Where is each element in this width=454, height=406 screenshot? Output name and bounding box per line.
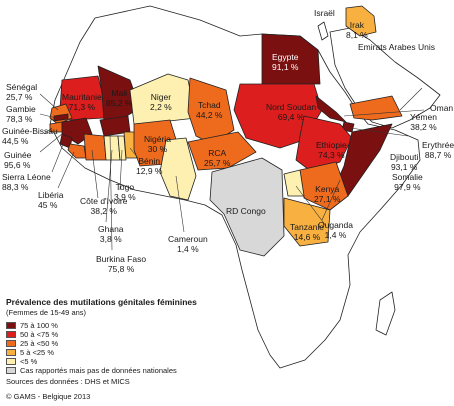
label-cotedivoire: Côte d'Ivoire 38,2 % [80, 196, 128, 216]
legend-swatch [6, 331, 16, 338]
legend-swatch [6, 349, 16, 356]
label-mauritanie: Mauritanie 71,3 % [62, 92, 102, 112]
legend-item: 25 à <50 % [6, 339, 256, 348]
country-nordsoudan [233, 83, 323, 149]
country-irak [345, 5, 377, 37]
label-ghana: Ghana 3,8 % [98, 224, 124, 244]
label-yemen: Yémen 38,2 % [410, 112, 437, 132]
legend-swatch [6, 322, 16, 329]
label-ouganda: Ouganda 1,4 % [318, 220, 353, 240]
country-erythree [315, 95, 347, 123]
legend-swatch [6, 367, 16, 374]
legend-swatch [6, 358, 16, 365]
country-ouganda [283, 169, 305, 197]
label-erythree: Erythrée 88,7 % [422, 140, 454, 160]
label-djibouti: Djibouti 93,1 % [390, 152, 419, 172]
legend-swatch [6, 340, 16, 347]
label-niger: Niger 2,2 % [150, 92, 172, 112]
label-tanzanie: Tanzanie 14,6 % [290, 222, 325, 242]
label-burkina: Burkina Faso 75,8 % [96, 254, 147, 274]
label-nordsoudan: Nord Soudan 69,4 % [266, 102, 317, 122]
credit: © GAMS - Belgique 2013 [6, 392, 91, 401]
legend-item: 5 à <25 % [6, 348, 256, 357]
madagascar [375, 291, 396, 336]
country-ghana [103, 135, 121, 161]
legend-sources: Sources des données : DHS et MICS [6, 377, 130, 386]
legend-subtitle: (Femmes de 15-49 ans) [6, 308, 87, 317]
label-egypte: Egypte 91,1 % [272, 52, 299, 72]
label-senegal: Sénégal 25,7 % [6, 82, 38, 102]
country-gambie [53, 113, 69, 122]
map-legend: Prévalence des mutilations génitales fém… [6, 297, 256, 387]
country-yemen [349, 95, 403, 121]
label-ethiopie: Ethiopie 74,3 % [316, 140, 347, 160]
label-tchad: Tchad 44,2 % [196, 100, 223, 120]
label-israel: Israël [314, 8, 335, 18]
country-cotedivoire [83, 133, 107, 161]
legend-item: 75 à 100 % [6, 321, 256, 330]
legend-item: 50 à <75 % [6, 330, 256, 339]
country-liberia [67, 143, 87, 159]
legend-item: <5 % [6, 357, 256, 366]
country-togo [117, 135, 127, 161]
label-sierraleone: Sierra Léone 88,3 % [2, 172, 51, 192]
label-mali: Mali 85,2 % [106, 88, 133, 108]
label-liberia: Libéria 45 % [38, 190, 64, 210]
label-rca: RCA 25,7 % [204, 148, 231, 168]
legend-title: Prévalence des mutilations génitales fém… [6, 297, 197, 307]
country-tanzanie [283, 197, 331, 247]
label-nigeria: Nigéria 30 % [144, 134, 171, 154]
label-guineebissau: Guinée-Bissau 44,5 % [2, 126, 58, 146]
label-rdcongo: RD Congo [226, 206, 266, 216]
label-kenya: Kenya 27,1 % [314, 184, 341, 204]
label-irak: Irak 8,1 % [346, 20, 368, 40]
label-oman: Oman [430, 103, 454, 113]
legend-item: Cas rapportés mais pas de données nation… [6, 366, 256, 375]
country-rdcongo [209, 157, 285, 257]
label-emirats: Emirats Arabes Unis [358, 42, 435, 52]
country-rca [187, 131, 257, 171]
israel-area [317, 21, 329, 41]
label-somalie: Somalie 97,9 % [392, 172, 423, 192]
label-gambie: Gambie 78,3 % [6, 104, 36, 124]
label-togo: Togo 3,9 % [114, 182, 136, 202]
label-cameroun: Cameroun 1,4 % [168, 234, 208, 254]
label-guinee: Guinée 95,6 % [4, 150, 32, 170]
country-cameroun [159, 137, 197, 201]
country-egypte [261, 33, 321, 85]
label-benin: Bénin 12,9 % [136, 156, 163, 176]
